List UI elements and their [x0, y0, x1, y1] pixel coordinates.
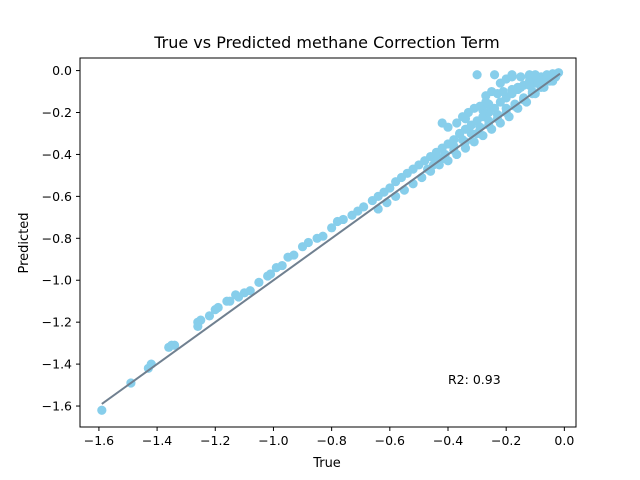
- data-point: [213, 302, 223, 313]
- y-tick-label: −1.0: [42, 273, 72, 288]
- data-point: [472, 70, 482, 80]
- x-tick-label: 0.0: [554, 433, 574, 448]
- data-point: [225, 296, 235, 306]
- data-point: [455, 128, 465, 139]
- data-point: [289, 250, 299, 260]
- data-point: [437, 118, 447, 128]
- x-tick-label: −1.0: [258, 433, 288, 448]
- data-point: [97, 405, 107, 415]
- data-point: [498, 86, 508, 97]
- data-point: [510, 99, 520, 109]
- data-point: [204, 311, 215, 321]
- x-tick-label: −0.6: [375, 433, 405, 448]
- data-point: [303, 237, 313, 248]
- fit-line: [101, 72, 561, 405]
- data-point: [533, 78, 543, 88]
- y-tick-label: −0.4: [42, 147, 72, 162]
- data-point: [489, 70, 500, 80]
- data-point: [327, 223, 337, 233]
- data-point: [318, 231, 328, 241]
- data-point: [519, 93, 529, 103]
- data-point: [507, 84, 517, 95]
- x-tick-label: −1.6: [84, 433, 114, 448]
- data-point: [265, 269, 276, 279]
- data-point: [481, 97, 491, 107]
- data-point: [338, 214, 348, 225]
- x-axis-label: True: [312, 456, 341, 471]
- points-layer: [97, 68, 564, 415]
- y-tick-label: −1.2: [42, 315, 72, 330]
- data-point: [449, 135, 459, 145]
- data-point: [452, 118, 462, 128]
- data-point: [359, 202, 369, 212]
- y-tick-label: −1.6: [42, 399, 72, 414]
- data-point: [277, 260, 287, 271]
- x-tick-label: −1.4: [142, 433, 172, 448]
- x-tick-label: −0.8: [316, 433, 346, 448]
- y-tick-label: 0.0: [52, 63, 72, 78]
- fit-line-layer: [101, 72, 561, 405]
- data-point: [507, 72, 517, 82]
- data-point: [469, 137, 479, 147]
- y-tick-label: −0.8: [42, 231, 72, 246]
- data-point: [545, 74, 555, 84]
- data-point: [245, 286, 255, 296]
- x-tick-label: −0.2: [491, 433, 521, 448]
- y-axis-ticks: 0.0 −0.2 −0.4 −0.6 −0.8 −1.0 −1.2 −1.4 −1.6: [42, 63, 80, 414]
- x-tick-label: −0.4: [433, 433, 463, 448]
- data-point: [460, 114, 471, 124]
- data-point: [524, 80, 535, 90]
- data-point: [254, 277, 264, 287]
- y-tick-label: −0.6: [42, 189, 72, 204]
- data-point: [440, 149, 450, 160]
- y-tick-label: −0.2: [42, 105, 72, 120]
- r2-annotation: R2: 0.93: [448, 372, 501, 387]
- data-point: [516, 82, 526, 92]
- data-point: [169, 340, 180, 350]
- data-point: [460, 143, 471, 153]
- plot-frame: [79, 57, 577, 428]
- chart-title: True vs Predicted methane Correction Ter…: [153, 33, 500, 52]
- data-point: [385, 183, 395, 193]
- y-axis-label: Predicted: [17, 212, 32, 273]
- data-point: [431, 156, 441, 166]
- data-point: [196, 315, 206, 325]
- y-tick-label: −1.4: [42, 357, 72, 372]
- data-point: [530, 70, 540, 80]
- data-point: [516, 72, 526, 82]
- x-tick-label: −1.2: [200, 433, 230, 448]
- x-axis-ticks: −1.6 −1.4 −1.2 −1.0 −0.8 −0.6 −0.4 −0.2 0.0: [84, 427, 574, 448]
